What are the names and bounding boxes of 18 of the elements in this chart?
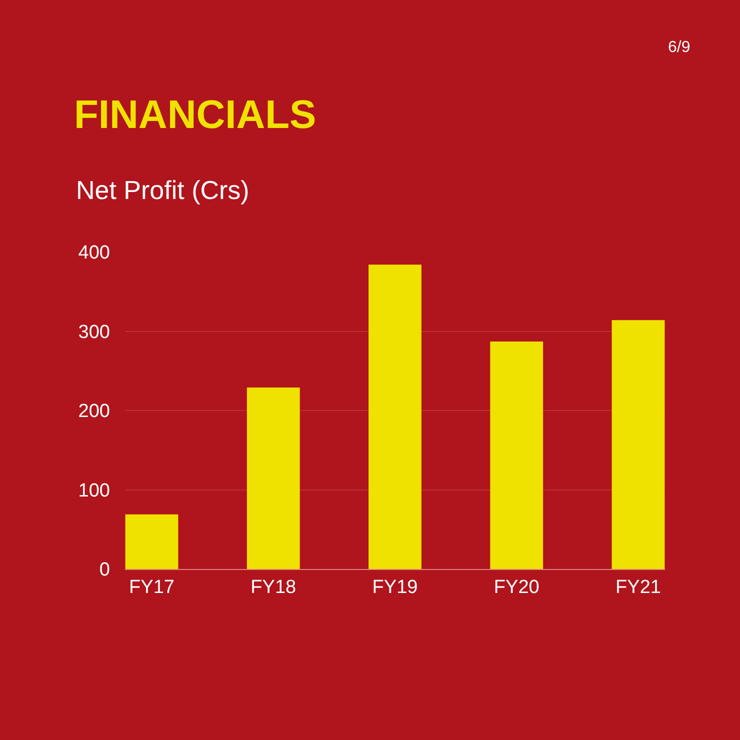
text: 6/9 [668,39,690,56]
bar [246,388,300,569]
x-tick-label: FY18 [250,576,296,598]
chart-title: FINANCIALS [74,93,316,137]
y-tick-label: 0 [99,560,110,581]
y-tick-label: 300 [78,322,110,343]
bar [125,514,178,569]
bar [490,342,544,569]
x-tick-label: FY21 [616,576,661,598]
x-tick-label: FY19 [372,576,418,598]
x-tick-label: FY20 [494,576,540,598]
y-tick-label: 200 [78,401,110,422]
bar [368,264,422,569]
y-tick-label: 400 [78,242,110,264]
y-tick-label: 100 [78,480,110,502]
bar [612,320,665,569]
chart-subtitle: Net Profit (Crs) [76,175,250,205]
x-tick-label: FY17 [129,576,174,598]
